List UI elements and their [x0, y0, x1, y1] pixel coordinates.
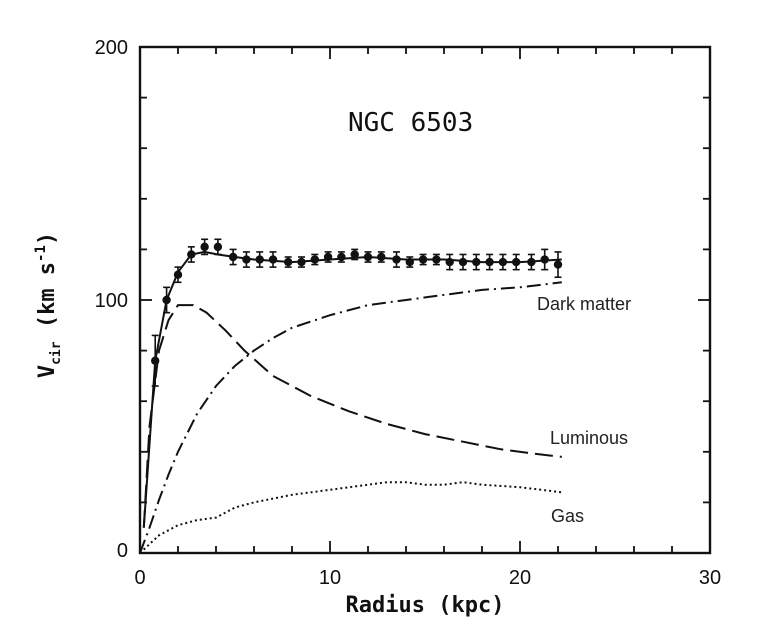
data-point [405, 257, 414, 267]
data-point [350, 250, 359, 259]
data-point [472, 257, 481, 267]
data-point [458, 257, 468, 267]
x-tick-label: 0 [134, 567, 145, 589]
luminous-curve [142, 304, 562, 528]
series-label-dark-matter: Dark matter [537, 294, 631, 314]
data-point [228, 252, 238, 262]
y-axis-subscript: cir [49, 341, 64, 365]
data-point [284, 257, 293, 267]
axis-tick-labels: 0 10 20 30 0 100 200 [95, 37, 722, 589]
axis-ticks [140, 47, 710, 553]
data-point [173, 270, 183, 279]
total-fit-curve [142, 250, 562, 528]
data-point [392, 255, 401, 264]
data-point [213, 242, 223, 252]
gas-curve [139, 481, 562, 554]
y-tick-label: 200 [95, 37, 128, 59]
y-tick-label: 100 [95, 290, 128, 312]
dark-matter-curve [139, 281, 562, 554]
data-point [310, 255, 319, 264]
data-point [445, 257, 454, 267]
data-point [323, 252, 333, 262]
y-axis-units-close: ) [35, 232, 60, 245]
data-point [540, 255, 549, 264]
data-point [553, 260, 563, 269]
data-point [377, 252, 386, 262]
data-point [297, 257, 306, 267]
data-point [242, 255, 251, 264]
chart-title: NGC 6503 [348, 108, 473, 138]
data-point [337, 252, 346, 262]
data-point [527, 257, 536, 267]
y-axis-title: Vcir (km s-1) [33, 232, 64, 378]
x-axis-title: Radius (kpc) [346, 593, 505, 618]
observed-data-points [151, 238, 563, 387]
series-label-luminous: Luminous [550, 428, 628, 448]
svg-text:Vcir (km s-1): Vcir (km s-1) [33, 232, 64, 378]
data-point [512, 257, 521, 267]
data-point [151, 356, 160, 365]
data-point [268, 255, 278, 264]
y-tick-label: 0 [117, 540, 128, 562]
data-point [432, 255, 441, 264]
data-point [418, 255, 428, 264]
series-label-gas: Gas [551, 506, 584, 526]
data-point [485, 257, 494, 267]
y-axis-units-exponent: -1 [33, 245, 49, 262]
y-axis-symbol: V [35, 365, 60, 378]
x-tick-label: 20 [509, 567, 531, 589]
data-point [187, 250, 196, 259]
y-axis-units: (km s [35, 262, 60, 328]
data-point [162, 295, 171, 305]
data-point [498, 257, 508, 267]
x-tick-label: 30 [699, 567, 721, 589]
x-tick-label: 10 [319, 567, 341, 589]
data-point [363, 252, 373, 262]
data-point [255, 255, 264, 264]
model-curves [139, 250, 562, 554]
data-point [200, 242, 209, 252]
